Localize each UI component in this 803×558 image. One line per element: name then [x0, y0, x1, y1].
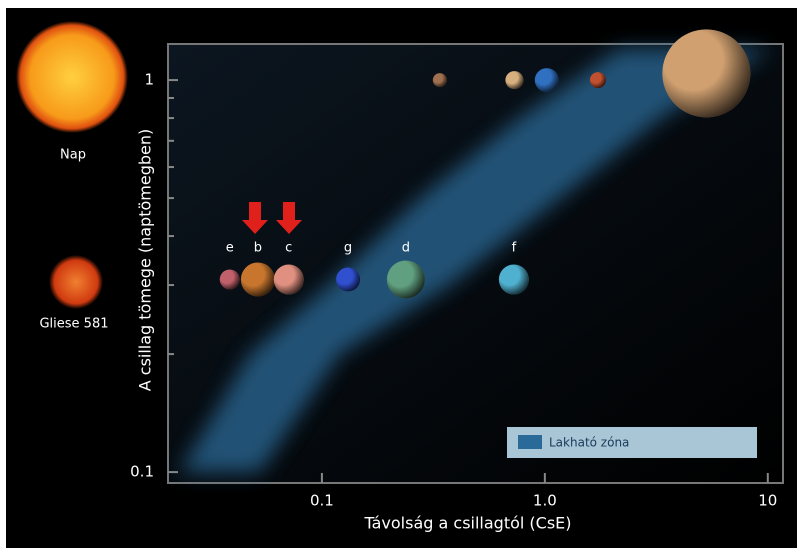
planet-label: b	[254, 241, 262, 256]
legend-box	[507, 427, 757, 458]
x-tick-label: 10	[758, 492, 777, 510]
x-tick-label: 0.1	[310, 492, 334, 510]
sun-label: Nap	[60, 148, 86, 163]
planet-shade	[386, 260, 425, 299]
planet-shade	[240, 262, 275, 297]
planet-shade	[534, 68, 559, 93]
planet-shade	[432, 73, 447, 88]
y-tick-label: 0.1	[130, 463, 154, 481]
planet-label: d	[402, 241, 410, 256]
planet-shade	[662, 29, 751, 118]
y-axis-label: A csillag tömege (naptömegben)	[136, 129, 155, 392]
y-tick-label: 1	[144, 71, 154, 89]
planet-shade	[273, 264, 304, 295]
planet-shade	[219, 269, 240, 290]
arrow	[242, 202, 268, 234]
star-label: Gliese 581	[39, 317, 108, 332]
arrow	[276, 202, 302, 234]
sun-image	[16, 21, 128, 133]
habitable-zone	[179, 49, 770, 473]
legend-label: Lakható zóna	[549, 436, 629, 450]
x-axis-label: Távolság a csillagtól (CsE)	[363, 514, 571, 533]
planet-label: g	[344, 241, 352, 256]
planet-label: f	[512, 241, 517, 256]
planet-shade	[498, 264, 529, 295]
x-tick-label: 1.0	[533, 492, 557, 510]
legend-swatch	[518, 435, 542, 449]
legend: Lakható zóna	[507, 427, 757, 458]
planet-shade	[589, 72, 606, 89]
star-image	[49, 255, 103, 309]
planet-shade	[336, 267, 361, 292]
planet-shade	[505, 71, 524, 90]
planet-label: c	[285, 241, 292, 256]
planet-label: e	[226, 241, 234, 256]
